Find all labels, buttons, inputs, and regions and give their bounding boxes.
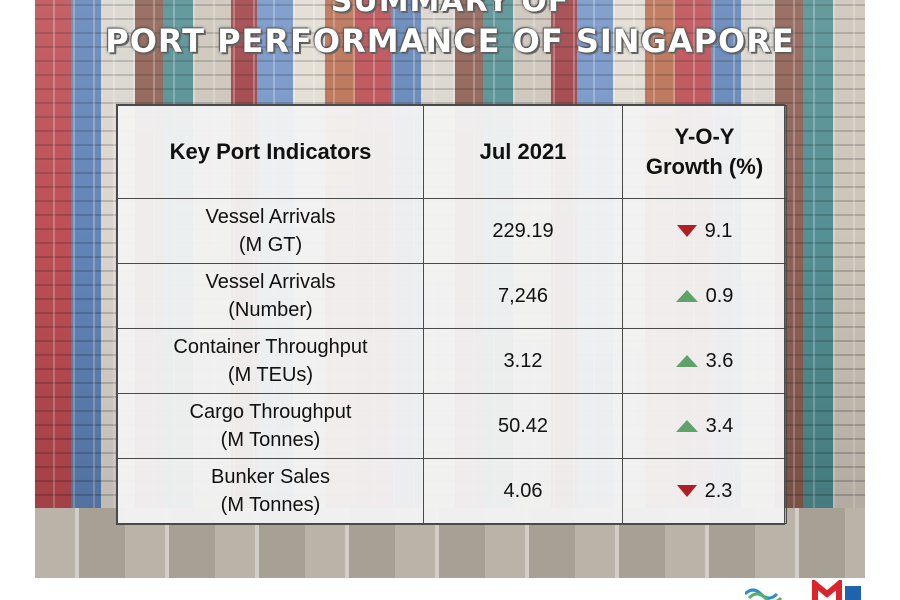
growth-value: 2.3 — [704, 480, 733, 502]
growth-cell: 3.6 — [622, 328, 787, 394]
growth-cell: 2.3 — [622, 458, 787, 524]
indicators-table: Key Port Indicators Jul 2021 Y-O-Y Growt… — [117, 105, 787, 524]
growth-cell: 9.1 — [622, 198, 787, 264]
indicator-unit: (M TEUs) — [227, 364, 314, 386]
growth-cell: 3.4 — [622, 393, 787, 459]
indicator-name: Cargo Throughput — [189, 401, 352, 423]
indicator-name: Bunker Sales — [211, 466, 330, 488]
triangle-up-icon — [675, 290, 698, 302]
value-cell: 50.42 — [423, 393, 623, 459]
table-header-row: Key Port Indicators Jul 2021 Y-O-Y Growt… — [117, 105, 787, 199]
indicator-unit: (M GT) — [238, 234, 303, 256]
table-row: Container Throughput (M TEUs) 3.12 3.6 — [117, 328, 787, 394]
growth-cell: 0.9 — [622, 263, 787, 329]
header-period: Jul 2021 — [423, 105, 623, 199]
growth-value: 9.1 — [704, 220, 733, 242]
indicator-cell: Cargo Throughput (M Tonnes) — [117, 393, 424, 459]
indicator-cell: Container Throughput (M TEUs) — [117, 328, 424, 394]
table-row: Bunker Sales (M Tonnes) 4.06 2.3 — [117, 458, 787, 524]
header-growth-line-1: Y-O-Y — [674, 124, 735, 149]
title-line-2: PORT PERFORMANCE OF SINGAPORE — [105, 22, 795, 60]
indicator-cell: Bunker Sales (M Tonnes) — [117, 458, 424, 524]
triangle-down-icon — [676, 485, 697, 497]
indicator-unit: (M Tonnes) — [220, 494, 321, 516]
table-row: Cargo Throughput (M Tonnes) 50.42 3.4 — [117, 393, 787, 459]
indicator-cell: Vessel Arrivals (M GT) — [117, 198, 424, 264]
indicator-name: Container Throughput — [173, 336, 368, 358]
value-cell: 229.19 — [423, 198, 623, 264]
value-cell: 3.12 — [423, 328, 623, 394]
indicator-name: Vessel Arrivals — [205, 271, 336, 293]
growth-value: 0.9 — [705, 285, 734, 307]
triangle-up-icon — [675, 355, 698, 367]
triangle-down-icon — [676, 225, 697, 237]
header-indicator: Key Port Indicators — [117, 105, 424, 199]
triangle-up-icon — [675, 420, 698, 432]
table-row: Vessel Arrivals (M GT) 229.19 9.1 — [117, 198, 787, 264]
indicator-name: Vessel Arrivals — [205, 206, 336, 228]
header-growth-line-2: Growth (%) — [645, 154, 764, 179]
header-growth: Y-O-Y Growth (%) — [622, 105, 787, 199]
growth-value: 3.4 — [705, 415, 734, 437]
port-indicators-table: Key Port Indicators Jul 2021 Y-O-Y Growt… — [116, 104, 787, 525]
value-cell: 4.06 — [423, 458, 623, 524]
title-line-1: SUMMARY OF — [330, 0, 570, 19]
indicator-cell: Vessel Arrivals (Number) — [117, 263, 424, 329]
indicator-unit: (Number) — [228, 299, 313, 321]
value-cell: 7,246 — [423, 263, 623, 329]
mpa-logo-icon — [745, 580, 861, 600]
table-row: Vessel Arrivals (Number) 7,246 0.9 — [117, 263, 787, 329]
indicator-unit: (M Tonnes) — [220, 429, 321, 451]
growth-value: 3.6 — [705, 350, 734, 372]
